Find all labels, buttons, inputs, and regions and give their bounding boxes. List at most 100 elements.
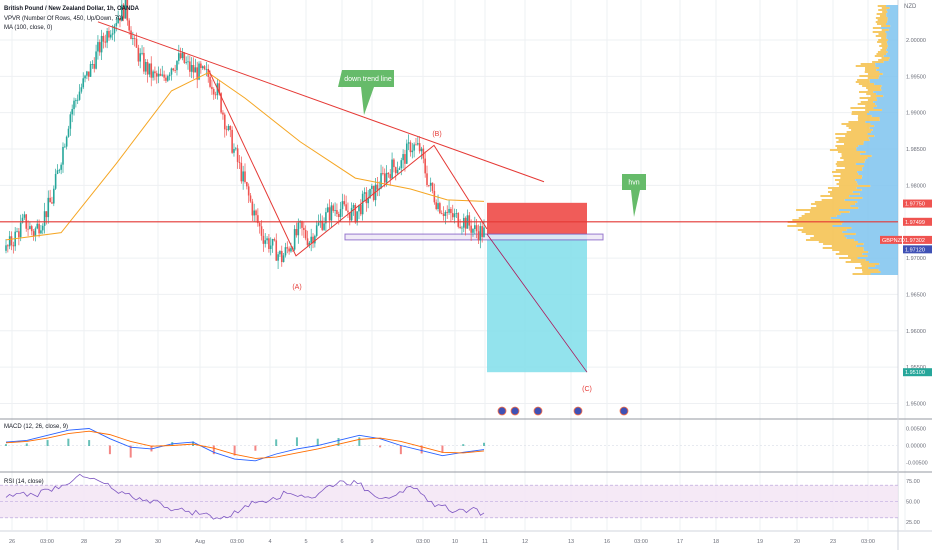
- candle-body: [264, 240, 267, 244]
- time-axis[interactable]: 26 03:00 28 29 30 Aug 03:00 4 5 6 9 03:00 10 11 12 13 16…: [9, 539, 875, 545]
- candle-body: [117, 17, 119, 24]
- candle-body: [189, 61, 191, 72]
- price-tag-text: 1.95100: [905, 370, 925, 376]
- candle-body: [363, 192, 366, 194]
- candle-body: [178, 53, 180, 61]
- vp-bar-up: [850, 107, 874, 109]
- vp-bar-down: [857, 241, 898, 243]
- candle-body: [194, 67, 197, 73]
- candle-body: [212, 89, 215, 95]
- time-tick-label: 20: [794, 539, 800, 545]
- rsi-tick-label: 75.00: [906, 479, 920, 485]
- symbol-tag: [880, 235, 902, 244]
- price-axis[interactable]: 2.000001.995001.990001.985001.980001.975…: [880, 38, 932, 407]
- vp-bar-down: [846, 237, 898, 239]
- vp-bar-down: [871, 115, 898, 117]
- price-tag-text: 1.97302: [905, 238, 925, 244]
- candle-body: [172, 68, 175, 71]
- candle-body: [271, 239, 274, 246]
- vp-bar-down: [877, 99, 898, 101]
- vp-bar-down: [863, 165, 898, 167]
- vp-bar-up: [876, 13, 887, 15]
- ma-legend[interactable]: MA (100, close, 0): [4, 25, 53, 31]
- candle-body: [238, 161, 241, 163]
- candle-body: [126, 0, 129, 21]
- projection-line: [486, 233, 588, 373]
- candle-body: [431, 182, 434, 191]
- candle-body: [185, 62, 187, 63]
- candle-body: [444, 212, 447, 217]
- symbol-title[interactable]: British Pound / New Zealand Dollar, 1h, …: [4, 6, 140, 12]
- macd-legend[interactable]: MACD (12, 26, close, 9): [4, 424, 69, 430]
- candle-body: [376, 184, 379, 190]
- candle-body: [100, 35, 103, 53]
- candle-body: [62, 146, 64, 165]
- candle-body: [317, 222, 320, 226]
- price-tick-label: 1.98500: [906, 147, 926, 153]
- macd-histogram-bar: [254, 445, 257, 451]
- candle-body: [303, 227, 305, 230]
- rsi-legend[interactable]: RSI (14, close): [4, 479, 44, 485]
- vp-bar-down: [886, 15, 898, 17]
- vp-bar-down: [886, 9, 898, 11]
- vp-bar-down: [887, 47, 898, 49]
- vp-bar-down: [869, 261, 898, 263]
- candle-body: [60, 164, 62, 170]
- vp-bar-down: [868, 251, 898, 253]
- vp-bar-up: [803, 227, 852, 229]
- vp-bar-up: [846, 131, 872, 133]
- vp-bar-down: [864, 161, 898, 163]
- candle-body: [325, 212, 327, 224]
- candle-body: [73, 100, 75, 110]
- vp-bar-up: [839, 251, 869, 253]
- hvn-callout: [622, 174, 646, 217]
- candle-body: [56, 170, 59, 174]
- candle-body: [157, 73, 160, 77]
- time-tick-label: 11: [482, 539, 488, 545]
- vp-bar-up: [804, 213, 841, 215]
- candle-body: [269, 245, 272, 249]
- macd-histogram-bar: [25, 443, 28, 446]
- vp-bar-down: [865, 151, 898, 153]
- candle-body: [251, 201, 254, 216]
- vp-bar-up: [835, 163, 856, 165]
- vp-bar-down: [855, 233, 898, 235]
- vp-bar-up: [801, 215, 837, 217]
- candle-body: [181, 52, 184, 59]
- down-trend-line: [97, 21, 545, 183]
- candle-body: [108, 31, 110, 38]
- macd-histogram-bar: [358, 437, 361, 446]
- rsi-band: [0, 485, 898, 518]
- candle-body: [396, 169, 399, 174]
- vp-bar-down: [875, 65, 898, 67]
- vp-bar-up: [841, 153, 861, 155]
- candle-body: [481, 226, 483, 237]
- candle-body: [424, 158, 426, 174]
- candle-body: [161, 74, 164, 76]
- candle-body: [166, 76, 169, 81]
- vp-bar-down: [878, 77, 898, 79]
- macd-histogram-bar: [316, 438, 319, 446]
- vp-bar-down: [879, 75, 898, 77]
- candle-body: [84, 75, 86, 79]
- candle-body: [277, 254, 279, 261]
- stop-loss-zone: [487, 202, 587, 235]
- vp-bar-up: [837, 151, 866, 153]
- vp-bar-down: [875, 265, 898, 267]
- candle-body: [222, 112, 224, 115]
- candle-body: [391, 159, 393, 179]
- vpvr-legend[interactable]: VPVR (Number Of Rows, 450, Up/Down, 70): [4, 16, 124, 22]
- vp-bar-up: [865, 109, 882, 111]
- vp-bar-down: [873, 107, 898, 109]
- candle-body: [8, 236, 11, 247]
- vp-bar-up: [822, 247, 864, 249]
- time-tick-label: 03:00: [230, 539, 244, 545]
- price-tick-label: 1.96000: [906, 329, 926, 335]
- down-trend-callout: [338, 70, 394, 115]
- candle-body: [67, 128, 70, 137]
- macd-histogram-bar: [233, 445, 236, 456]
- candle-body: [36, 223, 39, 229]
